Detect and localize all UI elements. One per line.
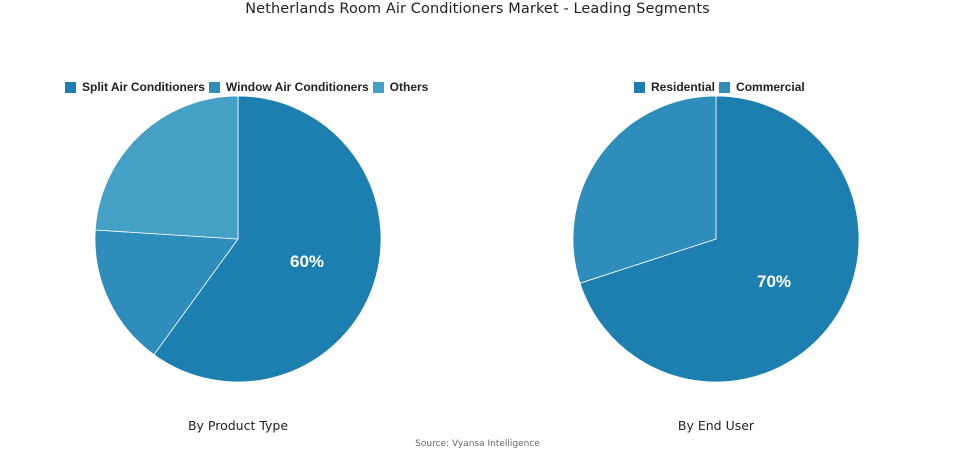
slice-others[interactable]: [94, 95, 239, 240]
legend-swatch-icon: [634, 81, 645, 93]
subtitle-end-user: By End User: [677, 418, 755, 433]
pie-end-user: 70%: [572, 95, 860, 383]
slice-residential[interactable]: [579, 95, 860, 383]
legend-product-type: Split Air Conditioners Window Air Condit…: [65, 80, 432, 94]
legend-item-window: Window Air Conditioners: [208, 80, 369, 94]
slice-split-air-conditioners[interactable]: [153, 95, 382, 383]
legend-item-commercial: Commercial: [719, 80, 805, 94]
legend-item-split: Split Air Conditioners: [65, 80, 205, 94]
legend-swatch-icon: [372, 81, 384, 93]
legend-swatch-icon: [65, 81, 76, 93]
legend-item-residential: Residential: [634, 80, 715, 94]
pie-product-type: 60%: [94, 95, 382, 383]
legend-label: Residential: [651, 80, 716, 94]
legend-swatch-icon: [719, 81, 731, 93]
slice-commercial[interactable]: [572, 95, 717, 284]
slice-window-air-conditioners[interactable]: [94, 229, 239, 356]
source-note: Source: Vyansa Intelligence: [415, 439, 540, 449]
legend-label: Split Air Conditioners: [82, 80, 205, 94]
subtitle-product-type: By Product Type: [187, 418, 289, 433]
slice-label-residential: 70%: [757, 272, 791, 291]
legend-label: Commercial: [736, 80, 805, 94]
legend-label: Window Air Conditioners: [225, 80, 369, 94]
slice-label-split: 60%: [290, 252, 324, 271]
legend-label: Others: [389, 80, 429, 94]
legend-swatch-icon: [208, 81, 220, 93]
chart-title: Netherlands Room Air Conditioners Market…: [245, 1, 710, 17]
legend-item-others: Others: [372, 80, 429, 94]
legend-end-user: Residential Commercial: [634, 80, 809, 94]
